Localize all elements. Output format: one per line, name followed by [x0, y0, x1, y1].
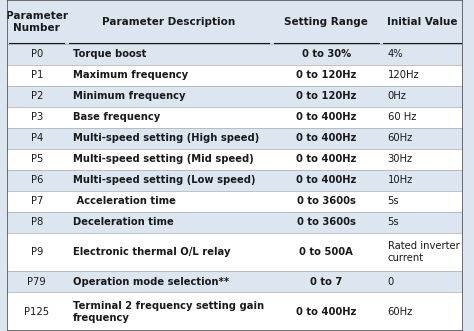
Bar [7, 191, 463, 212]
Text: 5s: 5s [388, 196, 399, 207]
Text: P0: P0 [31, 49, 43, 59]
Bar [7, 293, 463, 331]
Text: 60Hz: 60Hz [388, 307, 413, 317]
Bar [7, 107, 463, 128]
Bar [7, 271, 463, 293]
Text: Electronic thermal O/L relay: Electronic thermal O/L relay [73, 247, 231, 257]
Text: Operation mode selection**: Operation mode selection** [73, 277, 229, 287]
Bar [7, 44, 463, 65]
Text: P3: P3 [31, 112, 43, 122]
Text: 0 to 7: 0 to 7 [310, 277, 342, 287]
Text: P9: P9 [30, 247, 43, 257]
Text: Parameter
Number: Parameter Number [6, 11, 68, 33]
Text: 0 to 3600s: 0 to 3600s [297, 196, 356, 207]
Text: Parameter Description: Parameter Description [102, 17, 236, 27]
Text: Acceleration time: Acceleration time [73, 196, 176, 207]
Text: Torque boost: Torque boost [73, 49, 146, 59]
Bar [7, 149, 463, 170]
Text: 5s: 5s [388, 217, 399, 227]
Text: 10Hz: 10Hz [388, 175, 413, 185]
Text: P7: P7 [30, 196, 43, 207]
Text: Maximum frequency: Maximum frequency [73, 70, 188, 80]
Text: Deceleration time: Deceleration time [73, 217, 174, 227]
Bar [7, 0, 463, 44]
Text: Multi-speed setting (Low speed): Multi-speed setting (Low speed) [73, 175, 255, 185]
Text: 0 to 400Hz: 0 to 400Hz [296, 154, 356, 165]
Text: Multi-speed setting (Mid speed): Multi-speed setting (Mid speed) [73, 154, 254, 165]
Text: 0 to 400Hz: 0 to 400Hz [296, 307, 356, 317]
Text: P4: P4 [31, 133, 43, 143]
Bar [7, 65, 463, 86]
Bar [7, 212, 463, 233]
Text: 0 to 120Hz: 0 to 120Hz [296, 70, 356, 80]
Text: 0 to 3600s: 0 to 3600s [297, 217, 356, 227]
Text: 30Hz: 30Hz [388, 154, 413, 165]
Text: 60Hz: 60Hz [388, 133, 413, 143]
Text: P1: P1 [30, 70, 43, 80]
Text: 0 to 30%: 0 to 30% [301, 49, 351, 59]
Text: 0 to 400Hz: 0 to 400Hz [296, 112, 356, 122]
Text: 60 Hz: 60 Hz [388, 112, 416, 122]
Text: Multi-speed setting (High speed): Multi-speed setting (High speed) [73, 133, 259, 143]
Text: P2: P2 [30, 91, 43, 101]
Text: P79: P79 [27, 277, 46, 287]
Text: P5: P5 [30, 154, 43, 165]
Bar [7, 233, 463, 271]
Text: P125: P125 [24, 307, 49, 317]
Text: 4%: 4% [388, 49, 403, 59]
Text: Initial Value: Initial Value [387, 17, 457, 27]
Text: 0 to 400Hz: 0 to 400Hz [296, 175, 356, 185]
Text: P6: P6 [30, 175, 43, 185]
Bar [7, 170, 463, 191]
Text: 0 to 500A: 0 to 500A [299, 247, 353, 257]
Text: Setting Range: Setting Range [284, 17, 368, 27]
Text: Minimum frequency: Minimum frequency [73, 91, 186, 101]
Text: 0Hz: 0Hz [388, 91, 407, 101]
Bar [7, 128, 463, 149]
Text: P8: P8 [31, 217, 43, 227]
Text: 0 to 120Hz: 0 to 120Hz [296, 91, 356, 101]
Text: Terminal 2 frequency setting gain
frequency: Terminal 2 frequency setting gain freque… [73, 301, 264, 323]
Text: Base frequency: Base frequency [73, 112, 161, 122]
Bar [7, 86, 463, 107]
Text: 120Hz: 120Hz [388, 70, 419, 80]
Text: Rated inverter
current: Rated inverter current [388, 241, 459, 263]
Text: 0 to 400Hz: 0 to 400Hz [296, 133, 356, 143]
Text: 0: 0 [388, 277, 394, 287]
